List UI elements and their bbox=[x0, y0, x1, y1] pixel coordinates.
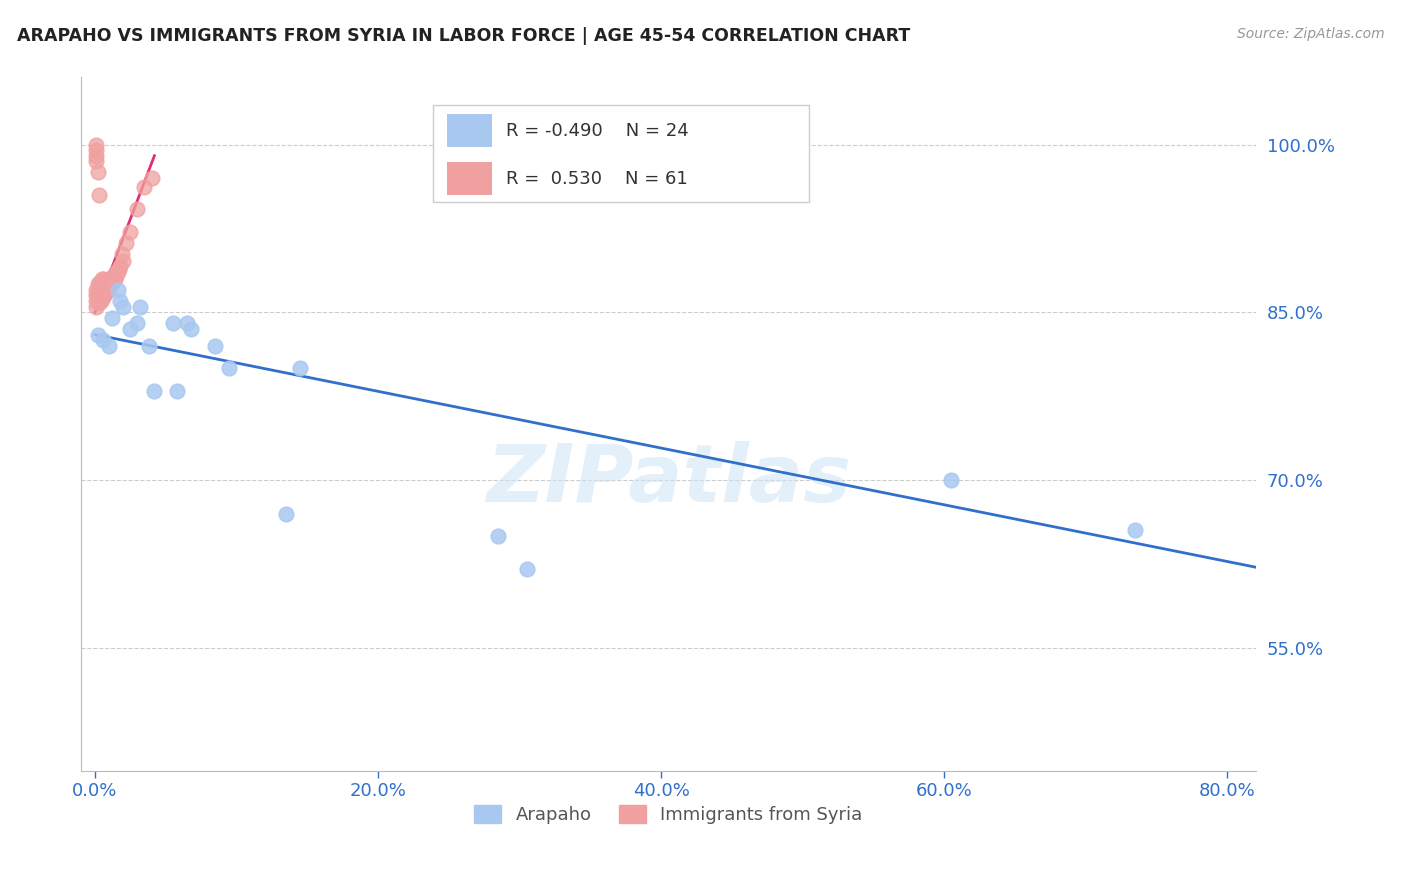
Text: R = -0.490    N = 24: R = -0.490 N = 24 bbox=[506, 122, 689, 140]
Point bbox=[112, 300, 135, 314]
Point bbox=[180, 322, 202, 336]
Point bbox=[101, 276, 124, 290]
Point bbox=[87, 277, 110, 292]
Point bbox=[90, 288, 112, 302]
Point bbox=[86, 283, 108, 297]
Point bbox=[87, 165, 110, 179]
Point bbox=[100, 274, 122, 288]
Point bbox=[89, 187, 111, 202]
Point bbox=[129, 300, 152, 314]
Point bbox=[93, 271, 115, 285]
Point bbox=[98, 280, 121, 294]
Text: Source: ZipAtlas.com: Source: ZipAtlas.com bbox=[1237, 27, 1385, 41]
Point bbox=[127, 202, 149, 217]
Point bbox=[86, 143, 108, 157]
Text: R =  0.530    N = 61: R = 0.530 N = 61 bbox=[506, 169, 688, 187]
Point bbox=[162, 317, 184, 331]
Point bbox=[1123, 523, 1146, 537]
Point bbox=[87, 283, 110, 297]
Point bbox=[93, 333, 115, 347]
Point bbox=[103, 269, 125, 284]
Point bbox=[86, 294, 108, 309]
Point bbox=[166, 384, 188, 398]
FancyBboxPatch shape bbox=[433, 105, 810, 202]
Point bbox=[98, 271, 121, 285]
Point bbox=[87, 327, 110, 342]
Point bbox=[120, 322, 142, 336]
Point bbox=[90, 283, 112, 297]
Point bbox=[91, 271, 114, 285]
Text: ARAPAHO VS IMMIGRANTS FROM SYRIA IN LABOR FORCE | AGE 45-54 CORRELATION CHART: ARAPAHO VS IMMIGRANTS FROM SYRIA IN LABO… bbox=[17, 27, 910, 45]
Point bbox=[98, 276, 121, 290]
Point bbox=[94, 278, 117, 293]
Point bbox=[274, 507, 297, 521]
Point bbox=[105, 265, 128, 279]
Point bbox=[91, 287, 114, 301]
Point bbox=[100, 278, 122, 293]
Point bbox=[516, 562, 538, 576]
Point bbox=[96, 276, 118, 290]
Point bbox=[97, 274, 120, 288]
Point bbox=[89, 292, 111, 306]
Point bbox=[89, 276, 111, 290]
Point bbox=[141, 171, 163, 186]
Point bbox=[218, 361, 240, 376]
Point bbox=[107, 283, 129, 297]
Point bbox=[91, 292, 114, 306]
Point bbox=[94, 274, 117, 288]
Point bbox=[127, 317, 149, 331]
Point bbox=[93, 276, 115, 290]
FancyBboxPatch shape bbox=[447, 162, 492, 195]
Point bbox=[90, 294, 112, 309]
Point bbox=[86, 300, 108, 314]
Point bbox=[176, 317, 198, 331]
Text: ZIPatlas: ZIPatlas bbox=[485, 441, 851, 518]
Point bbox=[93, 280, 115, 294]
Point bbox=[87, 288, 110, 302]
Point bbox=[91, 277, 114, 292]
Point bbox=[110, 260, 132, 274]
Legend: Arapaho, Immigrants from Syria: Arapaho, Immigrants from Syria bbox=[474, 805, 862, 824]
Point bbox=[96, 285, 118, 299]
Point bbox=[108, 261, 131, 276]
Point bbox=[86, 149, 108, 163]
Point bbox=[94, 287, 117, 301]
Point bbox=[86, 288, 108, 302]
Point bbox=[290, 361, 312, 376]
Point bbox=[143, 384, 166, 398]
Point bbox=[86, 154, 108, 169]
Point bbox=[93, 290, 115, 304]
Point bbox=[110, 294, 132, 309]
Point bbox=[87, 294, 110, 309]
Point bbox=[103, 274, 125, 288]
Point bbox=[138, 339, 160, 353]
Point bbox=[91, 283, 114, 297]
Point bbox=[134, 180, 156, 194]
Point bbox=[98, 339, 121, 353]
Point bbox=[120, 225, 142, 239]
Point bbox=[86, 137, 108, 152]
Point bbox=[486, 529, 509, 543]
Point bbox=[101, 271, 124, 285]
Point bbox=[204, 339, 226, 353]
Point bbox=[105, 269, 128, 284]
Point bbox=[89, 280, 111, 294]
Point bbox=[111, 247, 134, 261]
Point bbox=[104, 271, 127, 285]
Point bbox=[112, 253, 135, 268]
Point bbox=[115, 235, 138, 250]
Point bbox=[90, 277, 112, 292]
Point bbox=[89, 296, 111, 310]
Point bbox=[107, 265, 129, 279]
Point bbox=[93, 285, 115, 299]
Point bbox=[94, 283, 117, 297]
Point bbox=[97, 278, 120, 293]
FancyBboxPatch shape bbox=[447, 114, 492, 147]
Point bbox=[941, 473, 963, 487]
Point bbox=[96, 280, 118, 294]
Point bbox=[97, 283, 120, 297]
Point bbox=[101, 310, 124, 325]
Point bbox=[89, 285, 111, 299]
